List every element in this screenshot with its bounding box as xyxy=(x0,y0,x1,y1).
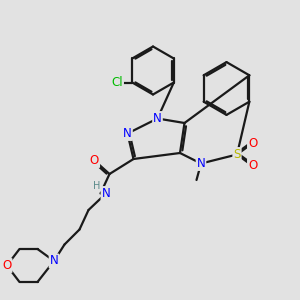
Text: H: H xyxy=(93,181,100,191)
Text: O: O xyxy=(2,259,11,272)
Text: N: N xyxy=(101,187,110,200)
Text: N: N xyxy=(123,127,132,140)
Text: O: O xyxy=(248,159,257,172)
Text: S: S xyxy=(233,148,241,161)
Text: N: N xyxy=(153,112,162,125)
Text: O: O xyxy=(248,136,257,150)
Text: O: O xyxy=(90,154,99,167)
Text: N: N xyxy=(50,254,58,268)
Text: N: N xyxy=(196,157,206,170)
Text: Cl: Cl xyxy=(111,76,123,89)
